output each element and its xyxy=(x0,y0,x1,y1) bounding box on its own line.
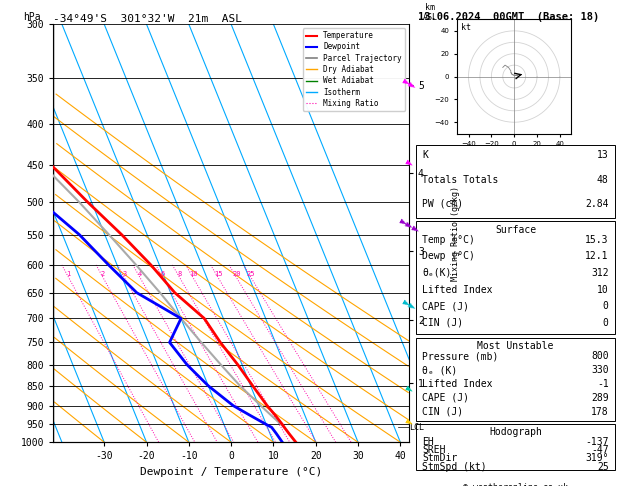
Bar xyxy=(416,221,615,334)
Text: 319°: 319° xyxy=(585,453,609,464)
Text: PW (cm): PW (cm) xyxy=(422,199,464,209)
Text: CIN (J): CIN (J) xyxy=(422,318,464,328)
Text: 10: 10 xyxy=(189,271,198,278)
Legend: Temperature, Dewpoint, Parcel Trajectory, Dry Adiabat, Wet Adiabat, Isotherm, Mi: Temperature, Dewpoint, Parcel Trajectory… xyxy=(303,28,405,111)
Text: Temp (°C): Temp (°C) xyxy=(422,235,476,245)
Text: Surface: Surface xyxy=(495,225,536,235)
Text: Dewp (°C): Dewp (°C) xyxy=(422,251,476,261)
Text: 25: 25 xyxy=(247,271,255,278)
Text: K: K xyxy=(422,150,428,160)
Text: ►►: ►► xyxy=(401,75,419,91)
Text: 15: 15 xyxy=(214,271,222,278)
Text: © weatheronline.co.uk: © weatheronline.co.uk xyxy=(463,483,568,486)
Text: 12.1: 12.1 xyxy=(585,251,609,261)
Text: Hodograph: Hodograph xyxy=(489,427,542,437)
Text: ►: ► xyxy=(404,156,416,169)
Text: 178: 178 xyxy=(591,407,609,417)
Text: Totals Totals: Totals Totals xyxy=(422,174,499,185)
Text: Lifted Index: Lifted Index xyxy=(422,285,493,295)
Text: 13: 13 xyxy=(597,150,609,160)
Text: 2.84: 2.84 xyxy=(585,199,609,209)
Text: CIN (J): CIN (J) xyxy=(422,407,464,417)
Text: CAPE (J): CAPE (J) xyxy=(422,301,469,311)
Text: EH: EH xyxy=(422,437,434,448)
Text: LCL: LCL xyxy=(409,423,424,432)
Text: 2: 2 xyxy=(101,271,105,278)
Text: -137: -137 xyxy=(585,437,609,448)
Text: Mixing Ratio (g/kg): Mixing Ratio (g/kg) xyxy=(450,186,460,281)
Text: StmSpd (kt): StmSpd (kt) xyxy=(422,462,487,471)
Text: 3: 3 xyxy=(122,271,126,278)
Text: Lifted Index: Lifted Index xyxy=(422,379,493,389)
Text: 0: 0 xyxy=(603,301,609,311)
Text: θₑ(K): θₑ(K) xyxy=(422,268,452,278)
Text: ►: ► xyxy=(404,382,416,394)
Text: -1: -1 xyxy=(597,379,609,389)
Text: 20: 20 xyxy=(232,271,241,278)
Text: ►►►: ►►► xyxy=(398,215,422,235)
Text: CAPE (J): CAPE (J) xyxy=(422,393,469,403)
Text: 6: 6 xyxy=(160,271,165,278)
Text: 312: 312 xyxy=(591,268,609,278)
Text: StmDir: StmDir xyxy=(422,453,457,464)
Text: 10: 10 xyxy=(597,285,609,295)
Text: 330: 330 xyxy=(591,365,609,375)
Text: 13.06.2024  00GMT  (Base: 18): 13.06.2024 00GMT (Base: 18) xyxy=(418,12,599,22)
Text: -34°49'S  301°32'W  21m  ASL: -34°49'S 301°32'W 21m ASL xyxy=(53,14,242,23)
Text: -47: -47 xyxy=(591,446,609,455)
Text: 1: 1 xyxy=(67,271,70,278)
Bar xyxy=(416,424,615,469)
Text: hPa: hPa xyxy=(23,12,41,22)
Text: SREH: SREH xyxy=(422,446,446,455)
Text: km
ASL: km ASL xyxy=(423,3,438,22)
Text: 8: 8 xyxy=(177,271,182,278)
Text: 48: 48 xyxy=(597,174,609,185)
Bar xyxy=(416,338,615,420)
Text: θₑ (K): θₑ (K) xyxy=(422,365,457,375)
Text: 800: 800 xyxy=(591,351,609,361)
X-axis label: Dewpoint / Temperature (°C): Dewpoint / Temperature (°C) xyxy=(140,467,322,477)
Text: 289: 289 xyxy=(591,393,609,403)
Text: ►►: ►► xyxy=(401,296,419,312)
Text: Pressure (mb): Pressure (mb) xyxy=(422,351,499,361)
Text: 25: 25 xyxy=(597,462,609,471)
Text: kt: kt xyxy=(460,23,470,32)
Text: 4: 4 xyxy=(138,271,142,278)
Text: 15.3: 15.3 xyxy=(585,235,609,245)
Text: ►: ► xyxy=(404,415,416,428)
Bar xyxy=(416,145,615,218)
Text: 0: 0 xyxy=(603,318,609,328)
Text: Most Unstable: Most Unstable xyxy=(477,341,554,351)
